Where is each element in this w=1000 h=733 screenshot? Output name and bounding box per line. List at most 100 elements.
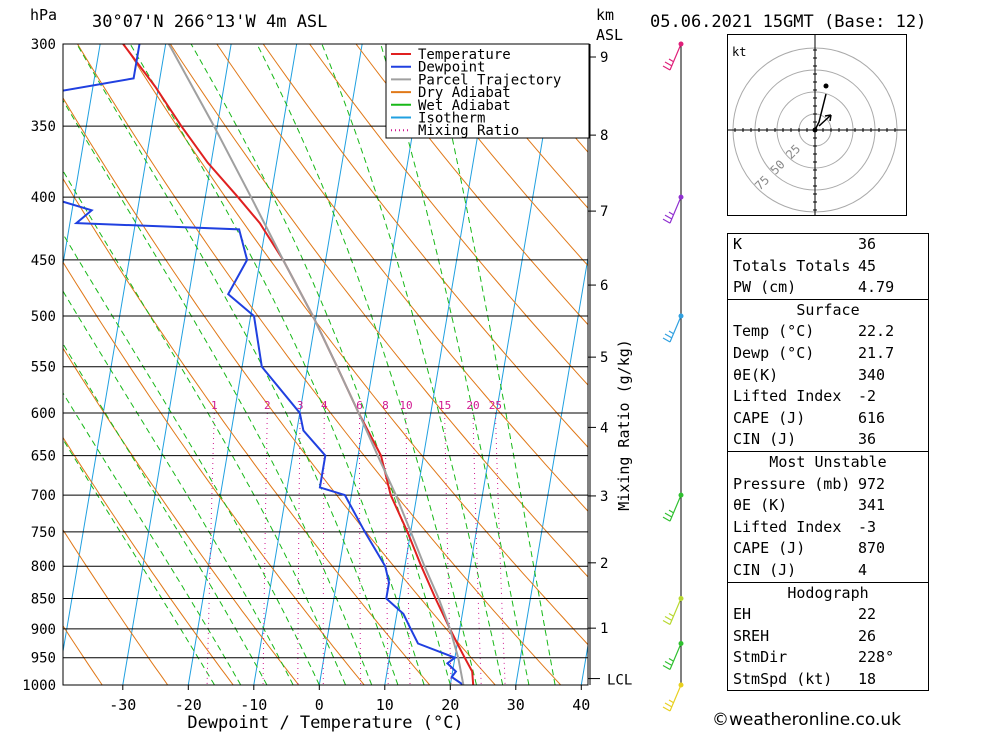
wet-adiabat-line (63, 342, 268, 685)
copyright: ©weatheronline.co.uk (712, 710, 902, 730)
stat-label: PW (cm) (733, 278, 797, 297)
mixing-ratio-line (262, 412, 268, 685)
wet-adiabat-line (380, 44, 530, 685)
isotherm-line (122, 44, 232, 685)
wind-barb (662, 196, 682, 224)
stat-label: CAPE (J) (733, 539, 806, 558)
parcel-trajectory-curve (168, 44, 465, 685)
stat-row: StmDir 228° (728, 647, 928, 669)
legend-label: Parcel Trajectory (418, 72, 561, 88)
dry-adiabat-line (63, 528, 169, 685)
stat-label: StmSpd (kt) (733, 669, 833, 688)
pressure-tick-label: 900 (31, 622, 56, 638)
pressure-tick-label: 500 (31, 309, 56, 325)
wet-adiabat-line (190, 44, 451, 685)
mixing-ratio-line (472, 412, 482, 685)
stat-row: θE (K) 341 (728, 495, 928, 517)
dry-adiabat-line (635, 44, 720, 685)
isotherm-line (253, 44, 363, 685)
mixing-ratio-line (405, 412, 411, 685)
wet-adiabat-line (63, 99, 373, 685)
stat-row: Lifted Index -2 (728, 386, 928, 408)
dry-adiabat-line (123, 44, 588, 646)
legend-label: Wet Adiabat (418, 98, 511, 114)
mixing-ratio-label: 3 (297, 399, 304, 412)
mixing-ratio-label: 20 (466, 399, 479, 412)
temperature-tick-label: -30 (109, 696, 136, 714)
stat-label: Temp (°C) (733, 322, 815, 341)
stat-row: Dewp (°C) 21.7 (728, 343, 928, 365)
mixing-ratio-label: 8 (382, 399, 389, 412)
stat-label: Lifted Index (733, 387, 842, 406)
stat-label: Totals Totals (733, 256, 851, 275)
stat-label: SREH (733, 626, 770, 645)
km-tick-label: 6 (600, 278, 608, 294)
stat-row: Lifted Index -3 (728, 517, 928, 539)
wind-barb (662, 643, 682, 671)
pressure-tick-label: 350 (31, 119, 56, 135)
isotherm-line (0, 44, 35, 685)
dewpoint-curve (63, 44, 464, 685)
hpa-label: hPa (30, 6, 58, 24)
stat-label: CIN (J) (733, 430, 797, 449)
stat-value: 340 (858, 365, 886, 384)
stat-value: -2 (858, 387, 877, 406)
stat-row: CAPE (J) 616 (728, 408, 928, 430)
km-tick-label: 2 (600, 556, 608, 572)
km-label: km (596, 6, 615, 24)
temperature-curve (122, 44, 475, 685)
dry-adiabat-line (216, 44, 588, 512)
stat-value: 4 (858, 560, 868, 579)
isotherm-line (187, 44, 298, 685)
temperature-tick-label: -10 (240, 696, 267, 714)
pressure-tick-label: 600 (31, 406, 56, 422)
lcl-label: LCL (607, 673, 632, 689)
wind-barb (662, 43, 682, 71)
dry-adiabat-line (681, 44, 720, 685)
asl-label: ASL (596, 26, 624, 44)
stat-label: θE (K) (733, 496, 788, 515)
stat-row: K 36 (728, 234, 928, 256)
mixing-ratio-label: 15 (438, 399, 451, 412)
stat-value: 870 (858, 539, 886, 558)
mixing-ratio-label: 1 (211, 399, 218, 412)
dry-adiabat-line (309, 44, 588, 386)
stat-value: 18 (858, 669, 877, 688)
stat-row: Temp (°C) 22.2 (728, 321, 928, 343)
pressure-tick-label: 950 (31, 651, 56, 667)
mixing-ratio-label: 6 (356, 399, 363, 412)
stat-label: Dewp (°C) (733, 343, 815, 362)
stat-label: Pressure (mb) (733, 474, 851, 493)
wind-barb (662, 598, 682, 625)
dry-adiabat-line (448, 44, 588, 209)
stat-row: CIN (J) 36 (728, 429, 928, 451)
stat-value: 972 (858, 474, 886, 493)
mixing-ratio-line (322, 412, 325, 685)
stat-value: 22 (858, 605, 877, 624)
stat-value: 45 (858, 256, 877, 275)
hodograph-title: Hodograph (787, 583, 869, 602)
most-unstable-title: Most Unstable (769, 452, 887, 471)
km-tick-label: 1 (600, 621, 608, 637)
stat-label: Lifted Index (733, 517, 842, 536)
isotherm-line (63, 44, 167, 655)
km-tick-label: 3 (600, 489, 608, 505)
pressure-tick-label: 750 (31, 525, 56, 541)
stat-label: StmDir (733, 648, 788, 667)
dry-adiabat-line (77, 44, 562, 685)
temperature-tick-label: 20 (441, 696, 459, 714)
mixing-ratio-line (297, 412, 301, 685)
km-tick-label: 8 (600, 128, 608, 144)
stat-row: CAPE (J) 870 (728, 538, 928, 560)
km-tick-label: 9 (600, 50, 608, 66)
legend-box (385, 43, 590, 139)
stat-label: K (733, 235, 743, 253)
isotherm-line (318, 44, 429, 685)
km-tick-label: 7 (600, 204, 608, 220)
pressure-tick-label: 850 (31, 591, 56, 607)
isotherm-line (449, 44, 560, 685)
stat-value: 228° (858, 648, 895, 667)
dry-adiabat-line (355, 44, 588, 326)
isotherm-line (647, 44, 720, 685)
